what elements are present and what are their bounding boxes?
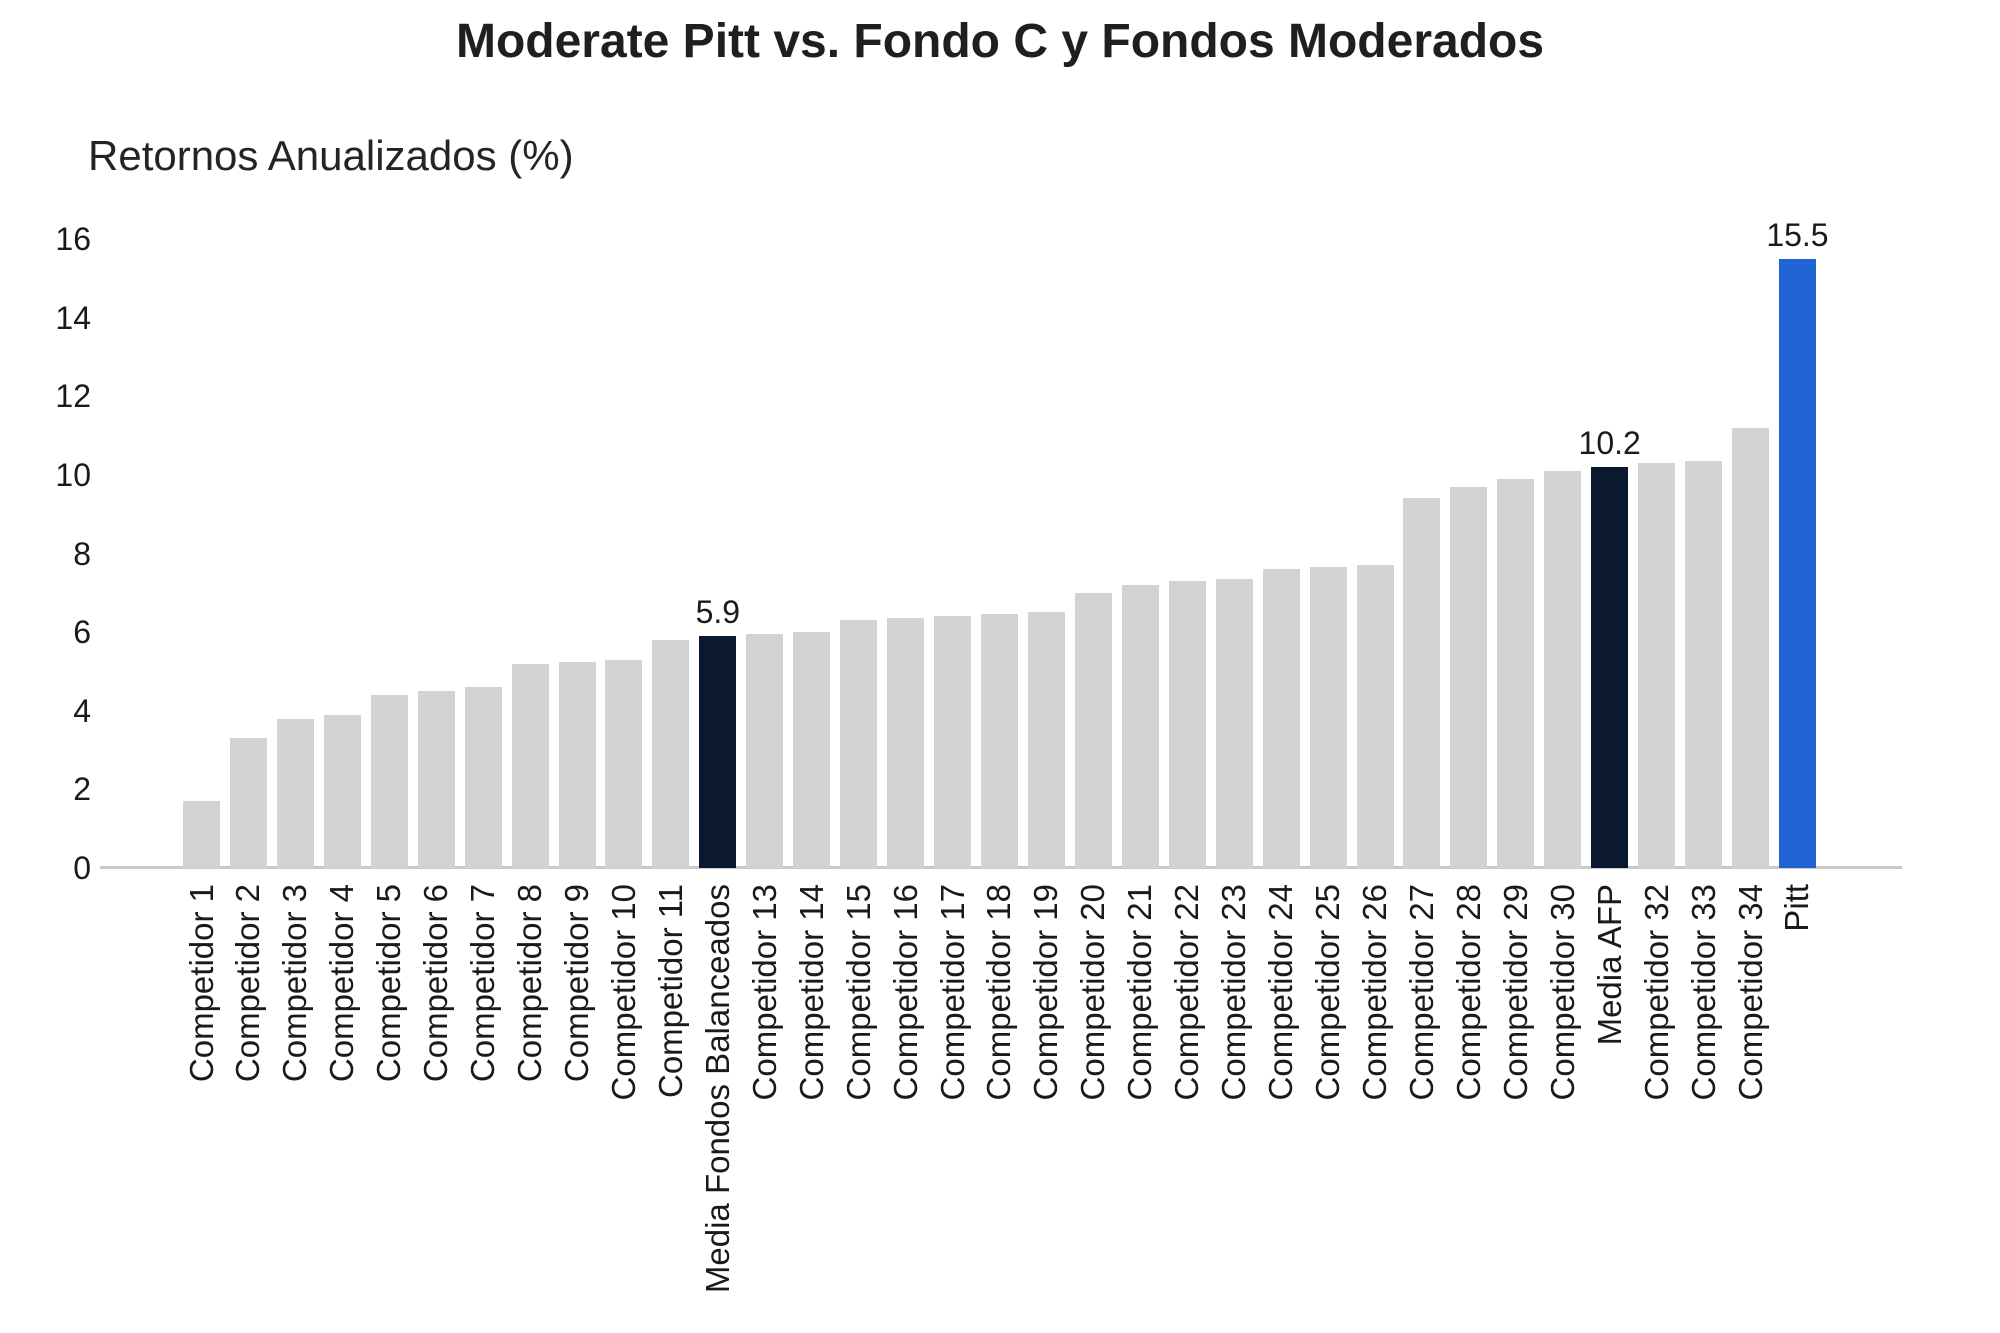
bar-competidor-24 [1262, 569, 1300, 868]
bar-competidor-34 [1732, 427, 1770, 868]
bar-competidor-28 [1450, 486, 1488, 868]
bar-competidor-8 [511, 663, 549, 868]
bar-competidor-7 [464, 687, 502, 868]
x-category-label-competidor-17: Competidor 17 [933, 884, 971, 1101]
y-tick-label-16: 16 [55, 221, 91, 257]
x-category-label-competidor-9: Competidor 9 [558, 884, 596, 1083]
x-category-label-competidor-1: Competidor 1 [182, 884, 220, 1083]
x-category-label-competidor-29: Competidor 29 [1496, 884, 1534, 1101]
y-tick-label-14: 14 [55, 299, 91, 336]
bar-competidor-2 [229, 738, 267, 868]
x-category-label-competidor-34: Competidor 34 [1731, 884, 1769, 1101]
bar-competidor-29 [1497, 478, 1535, 868]
y-tick-label-12: 12 [55, 378, 91, 415]
bar-competidor-3 [276, 718, 314, 868]
x-category-label-media-afp: Media AFP [1590, 884, 1628, 1046]
x-category-label-media-fondos-balanceados: Media Fondos Balanceados [698, 884, 736, 1294]
bar-competidor-16 [887, 618, 925, 868]
x-category-label-competidor-2: Competidor 2 [229, 884, 267, 1083]
x-category-label-competidor-8: Competidor 8 [511, 884, 549, 1083]
bar-competidor-19 [1027, 612, 1065, 868]
bar-competidor-26 [1356, 565, 1394, 868]
y-tick-label-6: 6 [73, 614, 91, 651]
x-category-label-competidor-19: Competidor 19 [1027, 884, 1065, 1101]
y-tick-label-2: 2 [73, 771, 91, 808]
bar-competidor-33 [1685, 461, 1723, 868]
x-category-label-competidor-25: Competidor 25 [1309, 884, 1347, 1101]
bar-competidor-20 [1074, 592, 1112, 868]
bar-competidor-14 [793, 632, 831, 868]
bar-media-fondos-balanceados [699, 636, 737, 868]
bar-competidor-6 [417, 691, 455, 868]
y-tick-label-10: 10 [55, 456, 91, 493]
x-category-label-competidor-33: Competidor 33 [1684, 884, 1722, 1101]
x-category-label-competidor-5: Competidor 5 [370, 884, 408, 1083]
x-category-label-pitt: Pitt [1778, 884, 1816, 932]
bar-competidor-21 [1121, 584, 1159, 868]
bar-value-label-pitt: 15.5 [1766, 216, 1829, 253]
bar-competidor-1 [183, 801, 220, 868]
x-category-label-competidor-13: Competidor 13 [745, 884, 783, 1101]
x-category-label-competidor-11: Competidor 11 [651, 884, 689, 1099]
bar-competidor-27 [1403, 498, 1441, 868]
x-category-label-competidor-21: Competidor 21 [1121, 884, 1159, 1101]
x-category-label-competidor-18: Competidor 18 [980, 884, 1018, 1101]
bar-competidor-32 [1638, 463, 1676, 868]
bar-media-afp [1591, 467, 1629, 868]
x-category-label-competidor-27: Competidor 27 [1402, 884, 1440, 1101]
x-category-label-competidor-26: Competidor 26 [1356, 884, 1393, 1101]
x-category-label-competidor-16: Competidor 16 [886, 884, 924, 1101]
bar-competidor-9 [558, 661, 596, 868]
bar-competidor-4 [323, 714, 361, 868]
bar-competidor-10 [605, 659, 643, 868]
x-category-label-competidor-24: Competidor 24 [1262, 884, 1300, 1101]
bar-competidor-11 [652, 639, 690, 868]
x-category-label-competidor-14: Competidor 14 [792, 884, 830, 1101]
y-tick-label-4: 4 [73, 692, 91, 729]
bar-competidor-17 [934, 616, 972, 868]
bar-competidor-18 [980, 614, 1018, 868]
bar-value-label-media-afp: 10.2 [1578, 425, 1641, 461]
bar-pitt [1778, 258, 1816, 868]
x-category-label-competidor-32: Competidor 32 [1637, 884, 1675, 1101]
x-category-label-competidor-30: Competidor 30 [1543, 884, 1581, 1101]
y-axis-title: Retornos Anualizados (%) [88, 132, 574, 179]
y-tick-label-0: 0 [73, 850, 91, 886]
x-category-label-competidor-10: Competidor 10 [604, 884, 642, 1101]
chart-title: Moderate Pitt vs. Fondo C y Fondos Moder… [455, 15, 1545, 68]
bar-competidor-30 [1544, 470, 1582, 868]
x-category-label-competidor-3: Competidor 3 [276, 884, 314, 1083]
bar-competidor-22 [1168, 581, 1206, 868]
x-category-label-competidor-23: Competidor 23 [1215, 884, 1253, 1101]
bar-competidor-25 [1309, 567, 1347, 868]
bar-competidor-23 [1215, 579, 1253, 868]
x-category-label-competidor-15: Competidor 15 [839, 884, 877, 1101]
x-category-label-competidor-20: Competidor 20 [1074, 884, 1112, 1101]
y-tick-label-8: 8 [73, 535, 91, 572]
x-category-label-competidor-6: Competidor 6 [417, 884, 455, 1083]
bar-competidor-13 [746, 634, 784, 868]
bar-competidor-5 [370, 695, 408, 868]
x-category-label-competidor-28: Competidor 28 [1449, 884, 1487, 1101]
bar-value-label-media-fondos-balanceados: 5.9 [695, 594, 741, 631]
x-category-label-competidor-22: Competidor 22 [1168, 884, 1206, 1101]
x-category-label-competidor-7: Competidor 7 [464, 884, 502, 1083]
x-category-label-competidor-4: Competidor 4 [323, 884, 361, 1083]
bar-competidor-15 [840, 620, 878, 868]
